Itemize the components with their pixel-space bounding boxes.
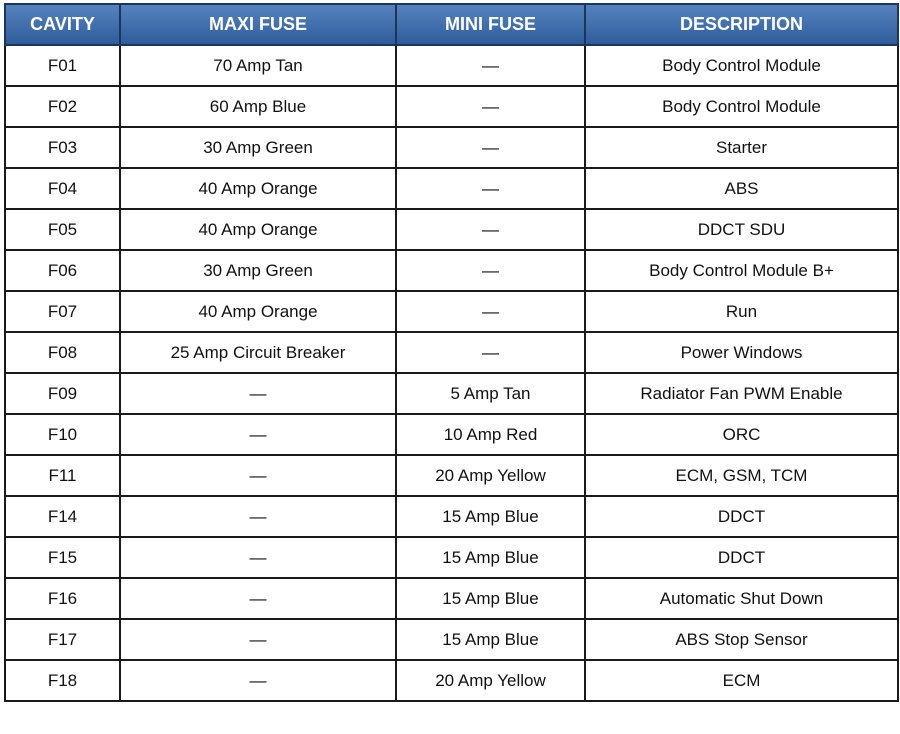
header-cell: CAVITY: [4, 3, 121, 46]
table-row: F03 30 Amp Green — Starter: [4, 126, 899, 169]
table-cell: F10: [4, 413, 121, 456]
table-cell: ECM: [584, 659, 899, 702]
table-cell: 40 Amp Orange: [119, 290, 397, 333]
table-cell: ORC: [584, 413, 899, 456]
table-cell: ABS: [584, 167, 899, 210]
header-row: CAVITY MAXI FUSE MINI FUSE DESCRIPTION: [4, 3, 899, 46]
table-cell: DDCT SDU: [584, 208, 899, 251]
table-cell: Power Windows: [584, 331, 899, 374]
table-cell: 40 Amp Orange: [119, 167, 397, 210]
table-cell: F06: [4, 249, 121, 292]
header-cell: MINI FUSE: [395, 3, 586, 46]
table-cell: 10 Amp Red: [395, 413, 586, 456]
table-row: F10—10 Amp Red ORC: [4, 413, 899, 456]
table-cell: 15 Amp Blue: [395, 536, 586, 579]
table-cell: 40 Amp Orange: [119, 208, 397, 251]
table-cell: 25 Amp Circuit Breaker: [119, 331, 397, 374]
table-cell: —: [119, 618, 397, 661]
table-cell: F17: [4, 618, 121, 661]
table-body: F01 70 Amp Tan — Body Control Module F02 60 A…: [4, 44, 899, 702]
table-cell: F08: [4, 331, 121, 374]
table-cell: 15 Amp Blue: [395, 495, 586, 538]
table-cell: —: [395, 85, 586, 128]
table-cell: Automatic Shut Down: [584, 577, 899, 620]
table-cell: Radiator Fan PWM Enable: [584, 372, 899, 415]
table-row: F16—15 Amp Blue Automatic Shut Down: [4, 577, 899, 620]
table-cell: 15 Amp Blue: [395, 577, 586, 620]
table-cell: 15 Amp Blue: [395, 618, 586, 661]
table-cell: —: [119, 577, 397, 620]
table-cell: —: [395, 331, 586, 374]
table-row: F01 70 Amp Tan — Body Control Module: [4, 44, 899, 87]
table-cell: Body Control Module: [584, 44, 899, 87]
table-cell: 5 Amp Tan: [395, 372, 586, 415]
table-cell: Body Control Module B+: [584, 249, 899, 292]
table-cell: Run: [584, 290, 899, 333]
table-cell: —: [119, 413, 397, 456]
table-cell: F07: [4, 290, 121, 333]
table-row: F15—15 Amp Blue DDCT: [4, 536, 899, 579]
table-cell: Body Control Module: [584, 85, 899, 128]
table-cell: Starter: [584, 126, 899, 169]
table-cell: —: [395, 126, 586, 169]
table-cell: F15: [4, 536, 121, 579]
fuse-table: CAVITY MAXI FUSE MINI FUSE DESCRIPTION F01 7…: [4, 3, 899, 702]
table-row: F07 40 Amp Orange — Run: [4, 290, 899, 333]
table-cell: F16: [4, 577, 121, 620]
table-row: F08 25 Amp Circuit Breaker — Power Windows: [4, 331, 899, 374]
table-cell: F05: [4, 208, 121, 251]
table-row: F18—20 Amp Yellow ECM: [4, 659, 899, 702]
table-cell: F14: [4, 495, 121, 538]
table-cell: DDCT: [584, 495, 899, 538]
table-cell: —: [119, 454, 397, 497]
table-row: F17—15 Amp Blue ABS Stop Sensor: [4, 618, 899, 661]
table-row: F09—5 Amp Tan Radiator Fan PWM Enable: [4, 372, 899, 415]
table-cell: —: [395, 249, 586, 292]
table-cell: F02: [4, 85, 121, 128]
table-cell: F03: [4, 126, 121, 169]
table-cell: —: [395, 167, 586, 210]
table-row: F05 40 Amp Orange — DDCT SDU: [4, 208, 899, 251]
header-cell: MAXI FUSE: [119, 3, 397, 46]
table-cell: 20 Amp Yellow: [395, 659, 586, 702]
table-row: F02 60 Amp Blue — Body Control Module: [4, 85, 899, 128]
table-cell: 30 Amp Green: [119, 126, 397, 169]
table-cell: DDCT: [584, 536, 899, 579]
table-cell: ECM, GSM, TCM: [584, 454, 899, 497]
table-cell: —: [395, 44, 586, 87]
table-row: F04 40 Amp Orange — ABS: [4, 167, 899, 210]
table-row: F14—15 Amp Blue DDCT: [4, 495, 899, 538]
table-cell: 60 Amp Blue: [119, 85, 397, 128]
table-row: F06 30 Amp Green — Body Control Module B+: [4, 249, 899, 292]
table-row: F11—20 Amp Yellow ECM, GSM, TCM: [4, 454, 899, 497]
table-cell: 20 Amp Yellow: [395, 454, 586, 497]
table-cell: 70 Amp Tan: [119, 44, 397, 87]
table-cell: F18: [4, 659, 121, 702]
table-cell: ABS Stop Sensor: [584, 618, 899, 661]
table-cell: —: [119, 659, 397, 702]
table-cell: F01: [4, 44, 121, 87]
table-cell: F04: [4, 167, 121, 210]
table-cell: 30 Amp Green: [119, 249, 397, 292]
header-cell: DESCRIPTION: [584, 3, 899, 46]
table-cell: —: [395, 208, 586, 251]
table-cell: F09: [4, 372, 121, 415]
table-cell: —: [119, 536, 397, 579]
table-cell: —: [119, 495, 397, 538]
table-cell: F11: [4, 454, 121, 497]
table-cell: —: [395, 290, 586, 333]
table-cell: —: [119, 372, 397, 415]
